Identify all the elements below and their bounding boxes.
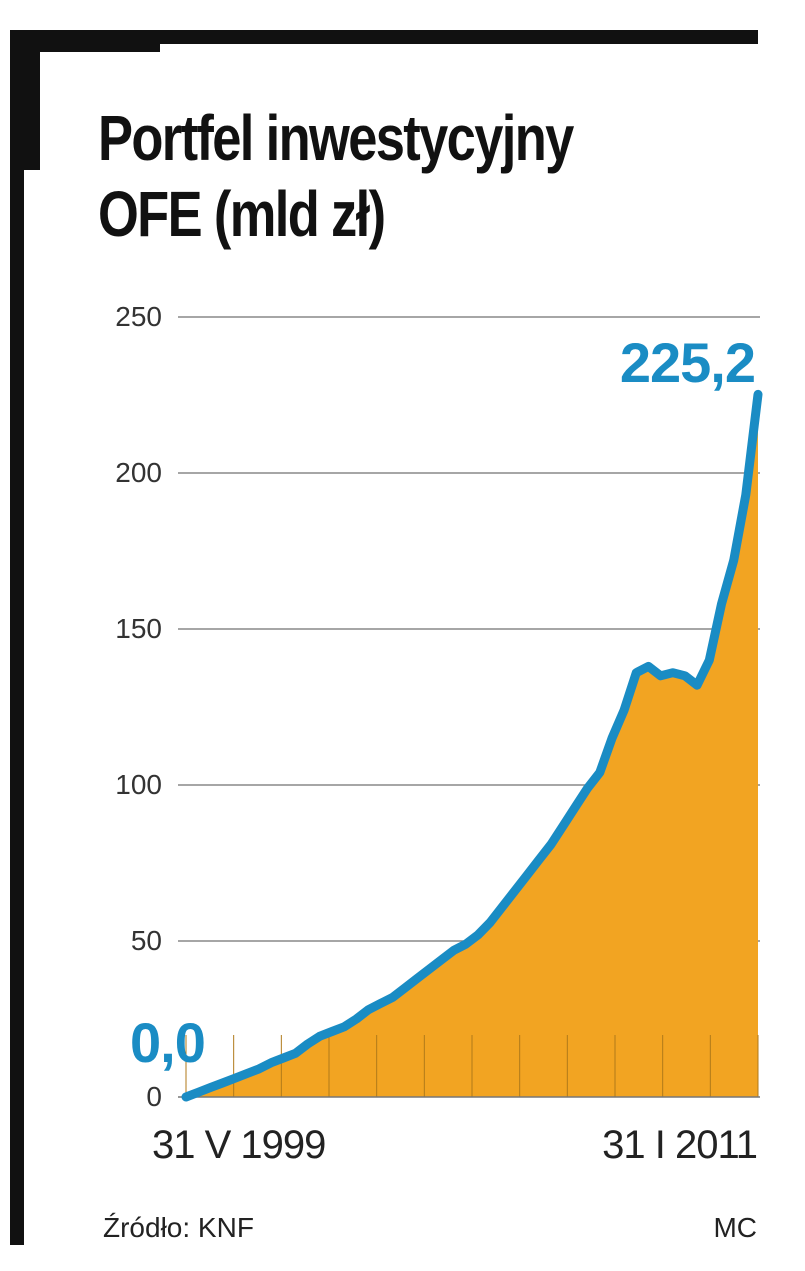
annotation-start-value: 0,0 — [130, 1011, 205, 1074]
annotation-end-value: 225,2 — [620, 331, 755, 394]
author-credit: MC — [713, 1212, 757, 1243]
frame-left-rule — [10, 30, 24, 1245]
y-tick-label-200: 200 — [115, 457, 162, 488]
y-tick-label-250: 250 — [115, 301, 162, 332]
frame-tab — [10, 30, 160, 52]
chart-title-line-1: Portfel inwestycyjny — [98, 102, 574, 174]
y-tick-label-100: 100 — [115, 769, 162, 800]
y-tick-label-0: 0 — [146, 1081, 162, 1112]
x-minor-ticks — [178, 1035, 760, 1098]
x-label-end: 31 I 2011 — [602, 1123, 757, 1167]
frame-top-rule — [10, 30, 758, 44]
y-tick-labels: 0 50 100 150 200 250 — [115, 301, 162, 1112]
y-tick-label-50: 50 — [131, 925, 162, 956]
source-note: Źródło: KNF — [103, 1212, 254, 1243]
area-fill — [186, 394, 758, 1097]
y-tick-label-150: 150 — [115, 613, 162, 644]
x-label-start: 31 V 1999 — [152, 1123, 325, 1167]
series-line — [181, 389, 763, 1102]
chart-title-line-2: OFE (mld zł) — [98, 178, 386, 250]
chart-title: Portfel inwestycyjny OFE (mld zł) — [98, 100, 664, 252]
